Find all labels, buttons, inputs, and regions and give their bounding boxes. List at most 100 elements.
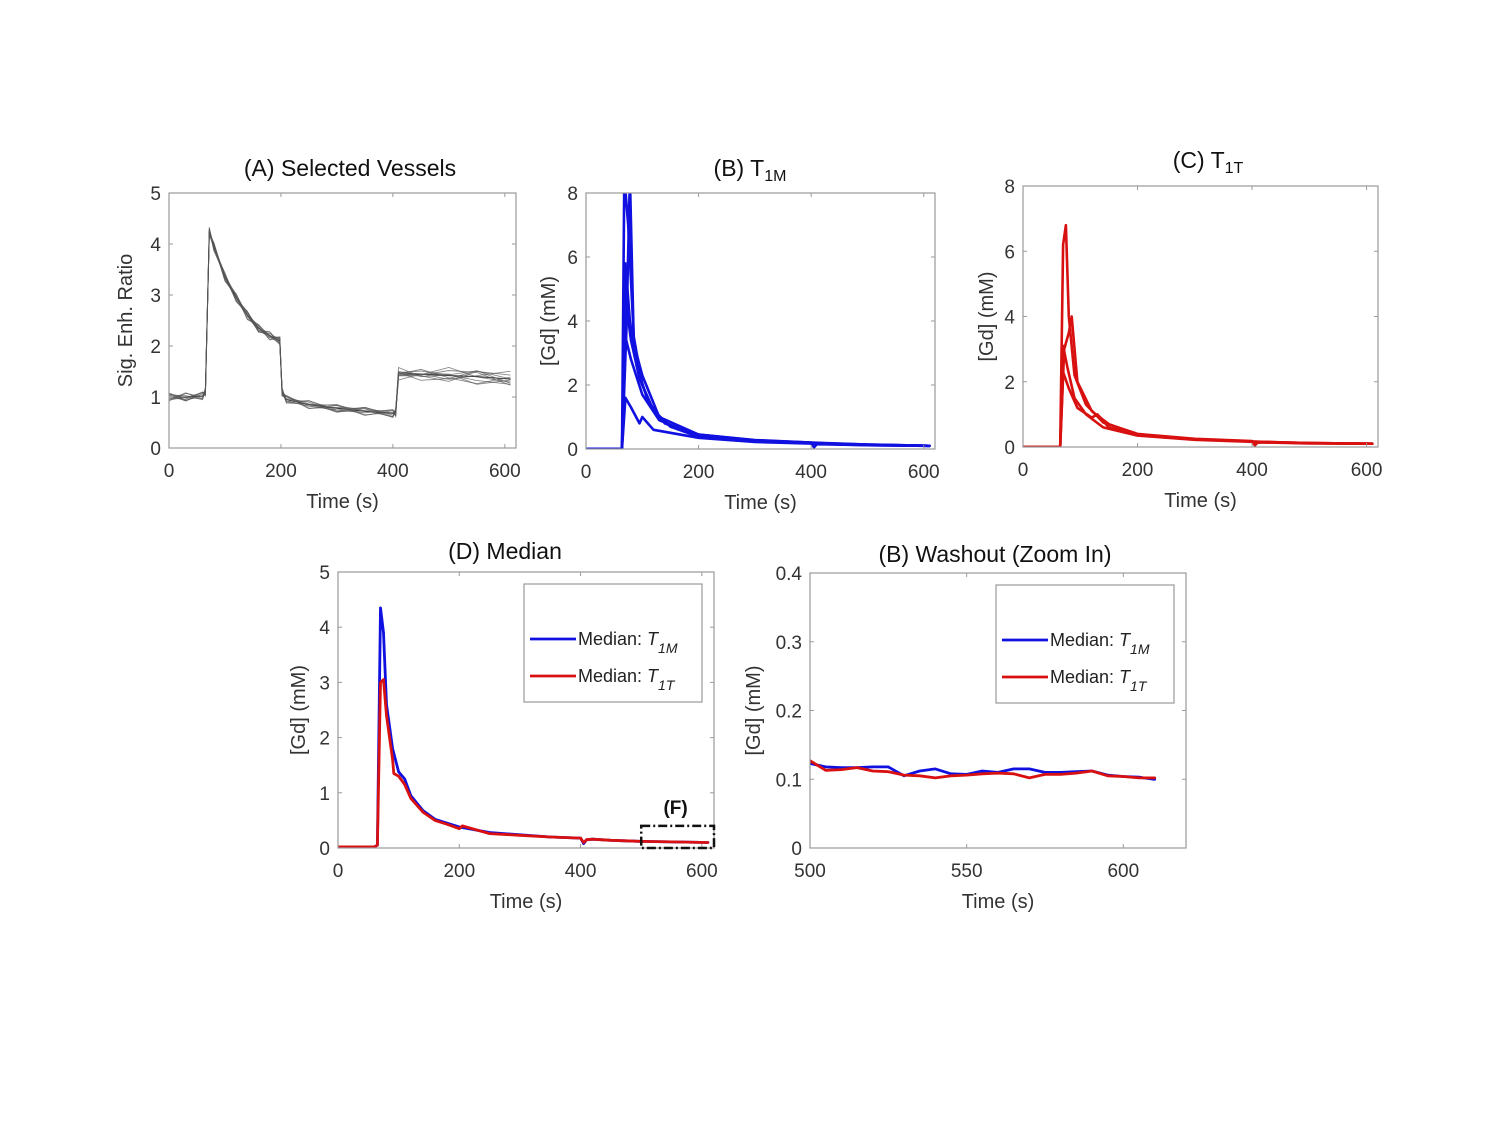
legend-text: Median:: [578, 629, 647, 649]
x-tick-label: 400: [1236, 460, 1268, 481]
x-tick-label: 600: [489, 461, 521, 482]
series-line-replica: [169, 230, 511, 418]
legend-label: Median: T1M: [578, 629, 678, 656]
series-line: [1023, 223, 1374, 447]
series-line-replica: [169, 228, 511, 418]
x-tick-label: 600: [908, 462, 940, 483]
x-tick-label: 400: [377, 461, 409, 482]
legend-subscript: 1T: [1130, 678, 1148, 694]
legend-text: Median:: [578, 666, 647, 686]
legend-subscript: 1M: [658, 640, 678, 656]
y-axis-label: [Gd] (mM): [288, 665, 310, 755]
x-tick-label: 400: [795, 462, 827, 483]
zoom-region-box: [639, 824, 716, 850]
x-axis-label: Time (s): [490, 891, 563, 913]
y-tick-label: 2: [319, 729, 330, 750]
y-tick-label: 5: [150, 184, 161, 205]
series-line-replica: [169, 234, 511, 419]
y-tick-label: 0: [150, 439, 161, 460]
y-tick-label: 3: [150, 286, 161, 307]
title-subscript: 1M: [764, 168, 786, 185]
x-tick-label: 600: [1107, 861, 1139, 882]
y-tick-label: 1: [150, 388, 161, 409]
y-tick-label: 0.4: [776, 564, 803, 585]
y-tick-label: 6: [1004, 242, 1015, 263]
legend-symbol: T: [647, 629, 660, 649]
series-group: [810, 759, 1157, 781]
x-tick-label: 0: [1018, 460, 1029, 481]
series-group: [586, 193, 931, 449]
y-tick-label: 2: [567, 376, 578, 397]
legend-subscript: 1M: [1130, 641, 1150, 657]
x-tick-label: 200: [265, 461, 297, 482]
series-line-replica: [169, 228, 511, 416]
y-tick-label: 4: [150, 235, 161, 256]
x-tick-label: 0: [164, 461, 175, 482]
series-line-replica: [169, 227, 511, 416]
x-tick-label: 200: [443, 861, 475, 882]
x-tick-label: 200: [683, 462, 715, 483]
x-tick-label: 400: [565, 861, 597, 882]
x-tick-label: 550: [951, 861, 983, 882]
legend-symbol: T: [1119, 630, 1132, 650]
y-axis-label: [Gd] (mM): [976, 272, 998, 362]
y-tick-label: 8: [1004, 177, 1015, 198]
y-tick-label: 0.2: [776, 702, 802, 723]
series-group: [338, 606, 710, 848]
plot-frame: [168, 192, 517, 449]
y-tick-label: 3: [319, 673, 330, 694]
y-tick-label: 1: [319, 784, 330, 805]
y-tick-label: 6: [567, 248, 578, 269]
x-axis-label: Time (s): [306, 491, 379, 513]
x-axis-label: Time (s): [1164, 490, 1237, 512]
x-tick-label: 0: [333, 861, 344, 882]
y-tick-label: 4: [319, 618, 330, 639]
plot-frame: [585, 192, 936, 450]
y-tick-label: 0.1: [776, 770, 802, 791]
series-line: [1023, 370, 1374, 447]
plot-frame: [337, 571, 715, 849]
series-line: [586, 396, 931, 449]
series-line: [338, 678, 710, 848]
series-line: [586, 193, 931, 449]
title-main: (B) T: [714, 155, 765, 181]
x-tick-label: 600: [1351, 460, 1383, 481]
legend-label: Median: T1T: [578, 666, 676, 693]
panel-E: 500 550 600 0 0.1 0.2 0.3 0.4 Time (s) [Gd] (mM) (…: [743, 541, 1187, 913]
y-tick-label: 8: [567, 184, 578, 205]
series-line-replica: [169, 233, 511, 418]
legend-label: Median: T1T: [1050, 667, 1148, 694]
x-tick-label: 500: [794, 861, 826, 882]
series-group: [1023, 223, 1374, 447]
x-axis-label: Time (s): [724, 492, 797, 514]
series-line: [586, 193, 931, 449]
x-tick-label: 600: [686, 861, 718, 882]
y-tick-label: 5: [319, 563, 330, 584]
chart-title: (A) Selected Vessels: [244, 155, 456, 181]
legend-box: [995, 584, 1175, 704]
legend-text: Median:: [1050, 630, 1119, 650]
y-tick-label: 0.3: [776, 633, 802, 654]
legend-text: Median:: [1050, 667, 1119, 687]
y-tick-label: 2: [1004, 373, 1015, 394]
legend-box: [523, 583, 703, 703]
legend-subscript: 1T: [658, 677, 676, 693]
chart-title: (B) Washout (Zoom In): [878, 541, 1111, 567]
y-tick-label: 0: [1004, 438, 1015, 459]
y-axis-label: [Gd] (mM): [743, 666, 765, 756]
chart-title: (B) T1M: [714, 155, 787, 185]
y-axis-label: [Gd] (mM): [538, 276, 560, 366]
y-axis-label: Sig. Enh. Ratio: [115, 254, 137, 387]
panel-A: 0 200 400 600 0 1 2 3 4 5 Time (s) Sig. Enh. Ratio (…: [115, 155, 521, 513]
title-subscript: 1T: [1225, 160, 1244, 177]
title-main: (C) T: [1173, 147, 1225, 173]
chart-title: (D) Median: [448, 538, 562, 564]
series-line: [810, 762, 1157, 781]
legend-label: Median: T1M: [1050, 630, 1150, 657]
y-tick-label: 0: [319, 839, 330, 860]
x-tick-label: 0: [581, 462, 592, 483]
series-line: [586, 297, 931, 449]
